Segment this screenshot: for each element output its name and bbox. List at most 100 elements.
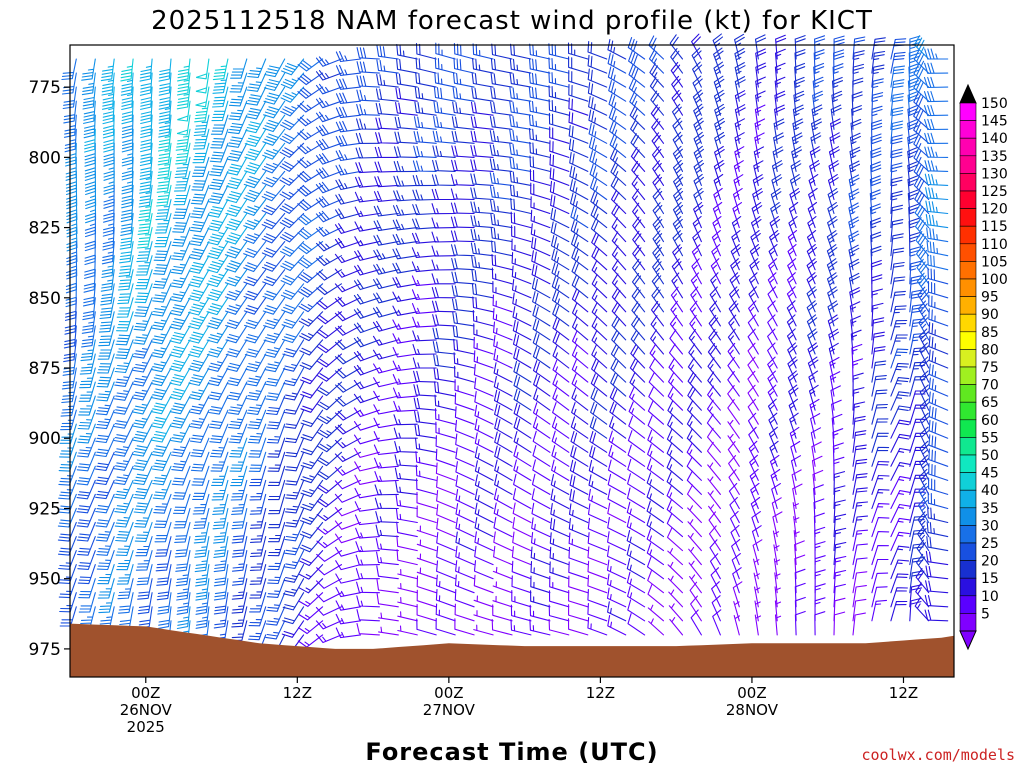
wind-barb — [871, 346, 886, 369]
wind-barb — [151, 451, 172, 472]
wind-barb — [455, 461, 475, 481]
wind-barb — [670, 300, 684, 327]
wind-barb — [750, 230, 761, 257]
wind-barb — [852, 598, 867, 622]
wind-barb — [688, 343, 702, 369]
wind-barb — [297, 170, 324, 183]
wind-barb — [627, 599, 646, 622]
wind-barb — [395, 481, 418, 495]
wind-barb — [713, 61, 725, 88]
wind-barb — [150, 367, 172, 387]
wind-barb — [531, 473, 551, 495]
wind-barb — [100, 283, 115, 306]
wind-barb — [852, 444, 867, 467]
wind-barb — [415, 464, 437, 481]
wind-barb — [261, 241, 286, 258]
wind-barb — [103, 156, 115, 181]
wind-barb — [827, 286, 838, 313]
wind-barb — [473, 350, 494, 369]
wind-barb — [587, 68, 608, 88]
wind-barb — [890, 276, 906, 299]
wind-barb — [666, 429, 684, 453]
wind-barb — [152, 283, 172, 303]
wind-barb — [568, 589, 589, 608]
wind-barb — [133, 311, 153, 331]
wind-barb — [416, 478, 437, 495]
wind-barb — [195, 86, 210, 108]
wind-barb — [491, 254, 513, 271]
wind-barb — [549, 517, 570, 538]
wind-barb — [928, 321, 949, 341]
wind-barb — [474, 432, 494, 453]
colorbar-segment — [959, 595, 977, 614]
wind-barb — [591, 274, 608, 299]
wind-barb — [206, 339, 229, 358]
wind-barb — [395, 87, 418, 102]
wind-barb — [492, 280, 513, 299]
wind-barb — [150, 353, 172, 373]
wind-barb — [83, 269, 96, 293]
wind-barb — [631, 160, 646, 186]
wind-barb — [61, 58, 77, 81]
wind-barb — [871, 432, 889, 453]
wind-barb — [436, 517, 456, 538]
wind-barb — [667, 561, 684, 580]
wind-barb — [116, 564, 134, 585]
wind-barb — [121, 142, 134, 167]
wind-barb — [648, 618, 665, 636]
wind-barb — [848, 244, 860, 271]
wind-barb — [647, 415, 665, 439]
wind-barb — [570, 416, 589, 439]
wind-barb — [315, 606, 343, 616]
wind-barb — [808, 187, 818, 215]
wind-barb — [171, 227, 191, 247]
wind-barb — [890, 433, 911, 453]
y-tick-label: 875 — [29, 359, 61, 379]
wind-barb — [226, 367, 248, 387]
wind-barb — [78, 592, 96, 613]
wind-barb — [393, 400, 418, 412]
wind-barb — [356, 609, 380, 622]
wind-barb — [413, 384, 437, 397]
wind-barb — [121, 114, 134, 139]
wind-barb — [245, 114, 267, 134]
wind-barb — [890, 204, 904, 229]
wind-barb — [375, 88, 399, 102]
wind-barb — [63, 100, 77, 124]
wind-barb — [65, 142, 77, 167]
wind-barb — [279, 170, 305, 186]
wind-barb — [297, 255, 324, 269]
colorbar-label: 10 — [981, 589, 999, 605]
wind-barb — [533, 374, 551, 397]
wind-barb — [454, 365, 475, 383]
wind-barb — [852, 473, 868, 495]
wind-barb — [373, 234, 399, 246]
wind-barb — [354, 447, 380, 458]
wind-barb — [786, 300, 797, 327]
wind-barb — [833, 541, 847, 566]
wind-barb — [550, 221, 570, 243]
colorbar-label: 145 — [981, 114, 1008, 130]
wind-barb — [923, 104, 949, 117]
wind-barb — [355, 132, 380, 144]
wind-barb — [709, 286, 721, 313]
wind-barb — [191, 170, 210, 191]
wind-barb — [315, 226, 343, 237]
wind-barb — [96, 367, 115, 388]
wind-barb — [434, 408, 456, 425]
wind-barb — [415, 43, 437, 60]
wind-barb — [770, 188, 782, 215]
wind-barb — [177, 100, 191, 122]
wind-barb — [591, 288, 608, 313]
wind-barb — [132, 353, 153, 373]
wind-barb — [280, 269, 305, 286]
wind-barb — [749, 244, 761, 271]
wind-barb — [707, 462, 721, 481]
wind-barb — [790, 455, 802, 481]
colorbar-label: 15 — [981, 571, 999, 587]
wind-barb — [139, 58, 153, 82]
wind-barb — [397, 611, 418, 622]
wind-barb — [813, 484, 824, 510]
colorbar-segment — [959, 137, 977, 157]
wind-barb — [113, 423, 134, 443]
